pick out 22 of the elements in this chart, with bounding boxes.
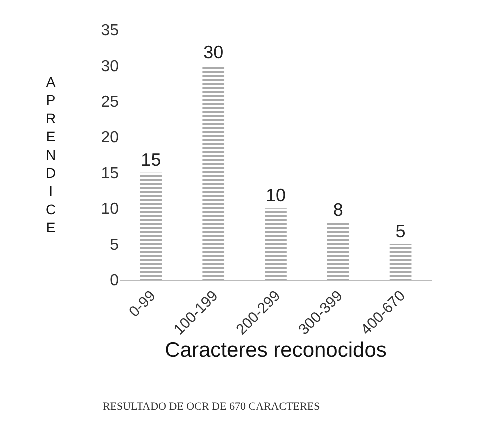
data-label: 10: [266, 186, 286, 206]
y-tick-label: 0: [110, 272, 120, 290]
data-label: 5: [396, 221, 406, 242]
y-tick-label: 20: [101, 130, 120, 147]
y-tick-label: 15: [101, 165, 120, 182]
data-label: 8: [333, 200, 344, 220]
x-axis-title: Caracteres reconocidos: [165, 338, 387, 362]
data-label: 15: [141, 150, 162, 170]
bar: [327, 222, 350, 280]
text: RESULTADO DE OCR DE 670 CARACTERES: [103, 401, 320, 413]
data-label: 30: [204, 42, 224, 63]
y-tick-label: 30: [101, 58, 120, 76]
y-tick-label: 5: [110, 236, 120, 254]
bar: [140, 172, 162, 280]
bar: [265, 208, 287, 280]
text: APRENDICE: [46, 74, 56, 236]
bar: [390, 244, 412, 280]
y-tick-label: 25: [101, 94, 120, 112]
y-tick-label: 35: [101, 22, 120, 40]
bar: [202, 66, 225, 280]
y-tick-label: 10: [101, 201, 120, 218]
x-tick-label: 0-99: [126, 288, 160, 321]
